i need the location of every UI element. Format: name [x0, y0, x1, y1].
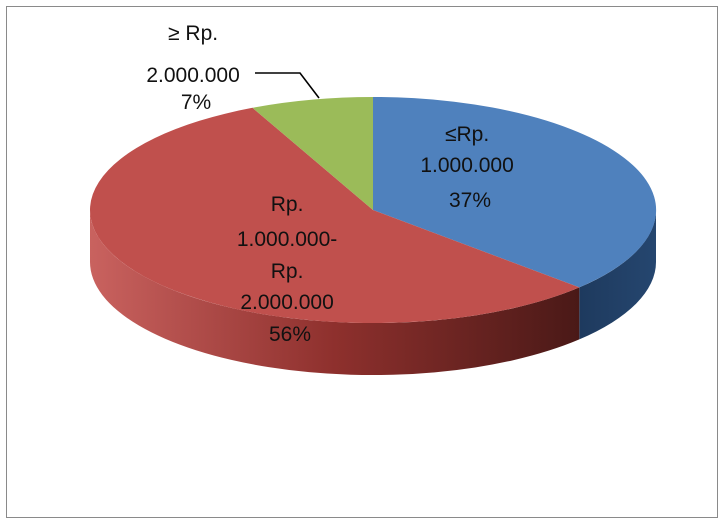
slice-top-1: [90, 107, 580, 324]
slice-label-green: ≥ Rp. 2.000.000 7%: [146, 22, 245, 114]
leader-line: [255, 72, 320, 99]
slice-side-blue: [579, 210, 657, 340]
slice-label-blue: ≤Rp. 1.000.000 37%: [420, 123, 519, 212]
slice-top-0: [373, 96, 657, 288]
slice-top-2: [252, 97, 373, 210]
slice-label-red: Rp. 1.000.000- Rp. 2.000.000 56%: [237, 193, 343, 346]
slice-side-red: [89, 210, 580, 376]
